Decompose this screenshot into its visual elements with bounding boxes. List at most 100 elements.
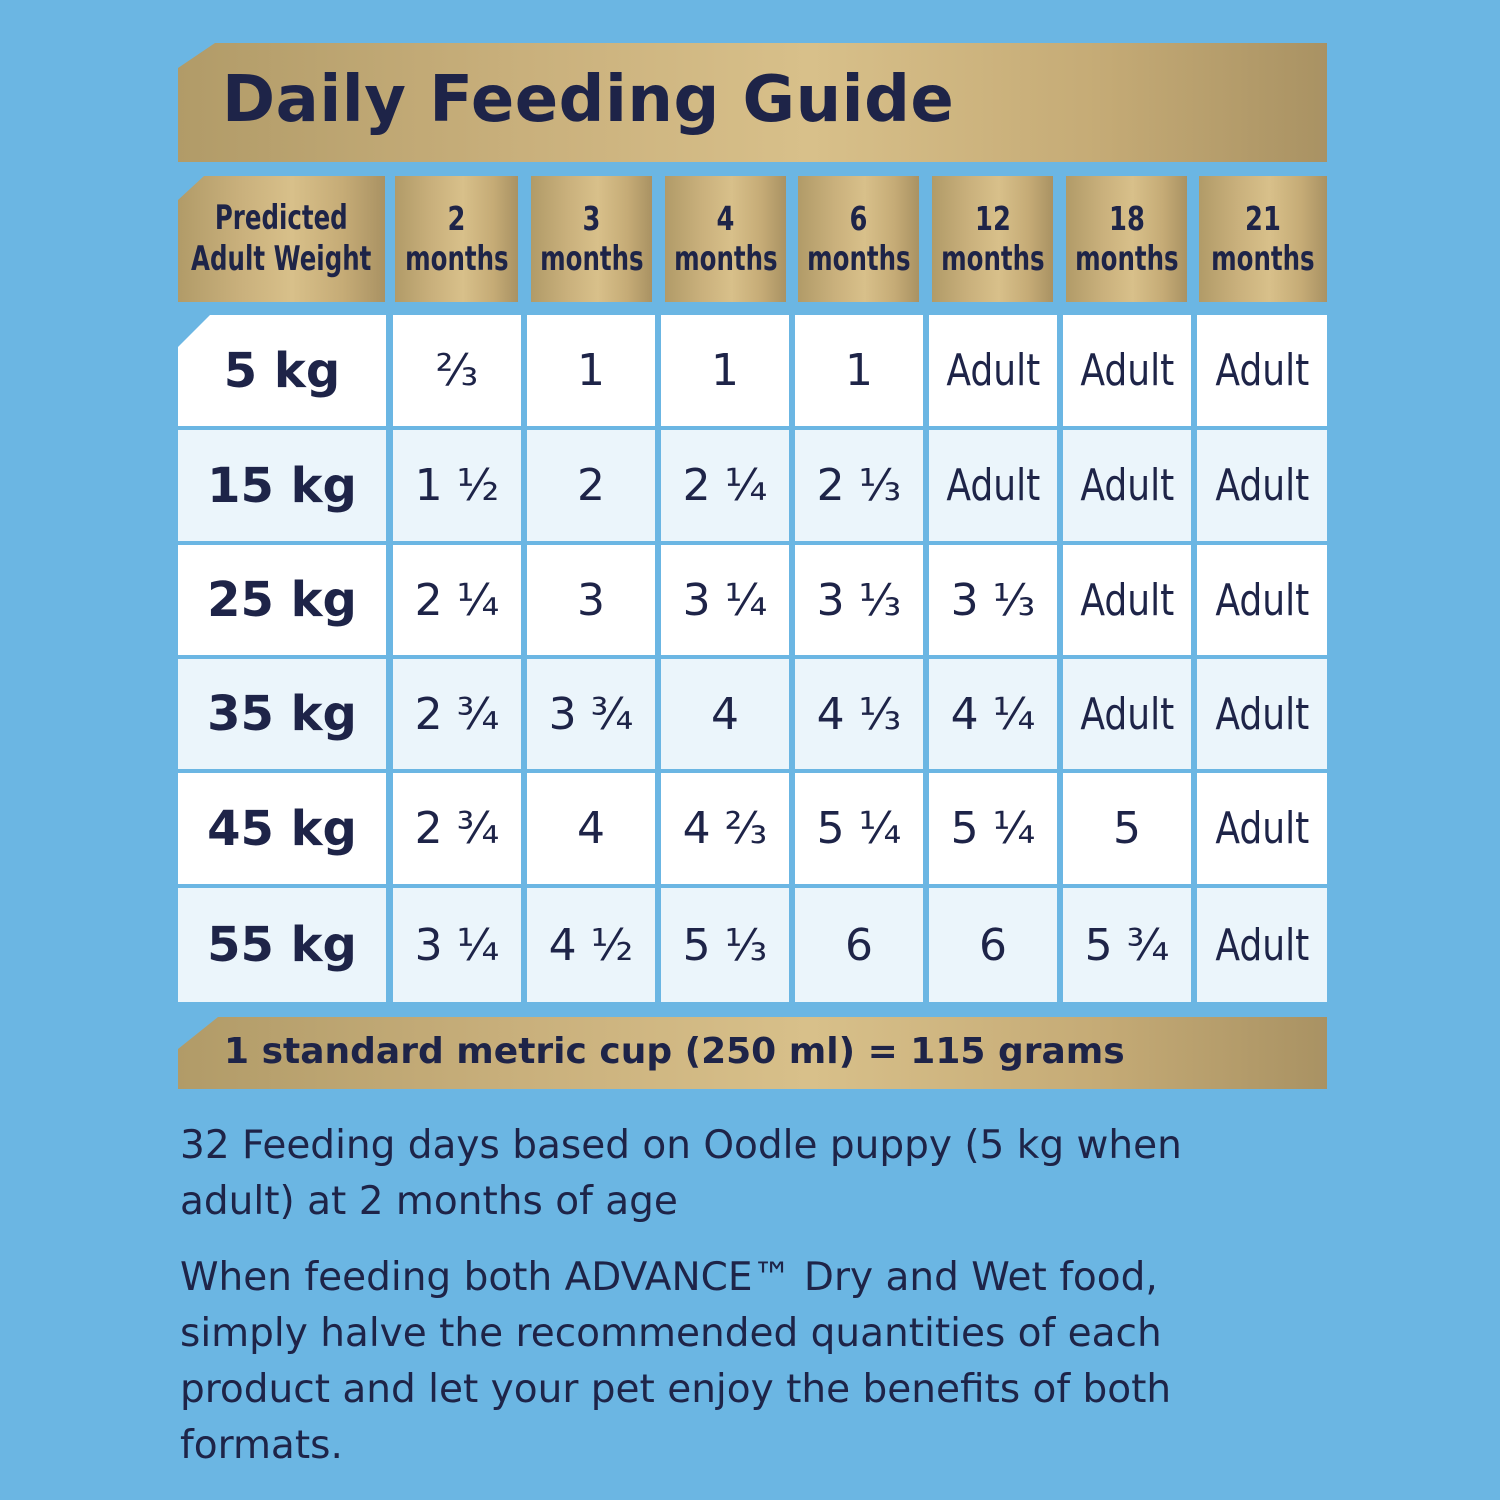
cup-quantity: 4 ¼ [950, 688, 1036, 740]
table-cell: Adult [929, 430, 1057, 541]
table-cell: Adult [929, 315, 1057, 426]
cup-quantity: 4 ½ [548, 919, 634, 971]
header-age-number: 18 [1108, 199, 1145, 238]
cup-quantity: Adult [1215, 919, 1309, 971]
cup-quantity: Adult [946, 460, 1040, 511]
cup-quantity: 2 ¼ [682, 460, 768, 511]
header-age-column: 18 months [1066, 176, 1187, 302]
cup-conversion-note: 1 standard metric cup (250 ml) = 115 gra… [224, 1031, 1125, 1072]
cup-quantity: 3 ⅓ [816, 574, 902, 626]
cup-quantity: 3 ¾ [548, 688, 634, 740]
header-weight-label-line1: Predicted [215, 198, 348, 238]
table-cell: 3 ⅓ [795, 545, 923, 655]
cup-quantity: 2 [577, 460, 605, 511]
row-weight-cell: 5 kg [178, 315, 386, 426]
cup-quantity: 5 ¼ [950, 803, 1036, 854]
cup-quantity: 5 ⅓ [682, 919, 768, 971]
feeding-days-note: 32 Feeding days based on Oodle puppy (5 … [180, 1123, 1182, 1224]
header-age-number: 6 [849, 199, 868, 238]
table-cell: ⅔ [393, 315, 521, 426]
cup-quantity: 1 ½ [414, 460, 500, 511]
header-age-column: 21 months [1199, 176, 1327, 302]
header-age-unit: months [539, 239, 644, 279]
table-cell: 4 ¼ [929, 659, 1057, 769]
cup-quantity: 2 ¾ [414, 688, 500, 740]
cup-quantity: Adult [1215, 345, 1309, 396]
header-age-number: 21 [1245, 199, 1281, 238]
cup-quantity: 3 ¼ [682, 574, 768, 626]
row-weight-cell: 15 kg [178, 430, 386, 541]
table-cell: 1 [527, 315, 655, 426]
cup-quantity: 4 [711, 688, 739, 740]
table-cell: Adult [1063, 659, 1191, 769]
header-age-unit: months [1211, 239, 1315, 279]
table-cell: 3 ⅓ [929, 545, 1057, 655]
table-cell: 3 ¼ [393, 888, 521, 1002]
table-cell: 4 [527, 773, 655, 884]
table-cell: 1 [661, 315, 789, 426]
cup-quantity: 4 ⅔ [682, 803, 768, 854]
table-cell: Adult [1197, 659, 1327, 769]
table-cell: 6 [795, 888, 923, 1002]
cup-quantity: 6 [979, 919, 1007, 971]
table-cell: 5 ¼ [929, 773, 1057, 884]
table-cell: Adult [1197, 773, 1327, 884]
header-age-column: 4 months [665, 176, 786, 302]
table-cell: 5 ¼ [795, 773, 923, 884]
cup-quantity: 2 ⅓ [816, 460, 902, 511]
table-cell: 5 [1063, 773, 1191, 884]
cup-quantity: 5 ¼ [816, 803, 902, 854]
cup-quantity: 4 [577, 803, 605, 854]
cup-quantity: Adult [1215, 460, 1309, 511]
table-cell: 5 ⅓ [661, 888, 789, 1002]
cup-conversion-banner: 1 standard metric cup (250 ml) = 115 gra… [178, 1017, 1327, 1089]
table-cell: 4 ⅓ [795, 659, 923, 769]
header-predicted-adult-weight: Predicted Adult Weight [178, 176, 385, 302]
header-age-number: 3 [582, 199, 601, 238]
header-age-number: 4 [716, 199, 735, 238]
header-age-column: 6 months [798, 176, 919, 302]
table-cell: 1 [795, 315, 923, 426]
cup-quantity: Adult [946, 345, 1040, 396]
page-title: Daily Feeding Guide [222, 63, 955, 137]
table-cell: Adult [1063, 430, 1191, 541]
header-age-number: 12 [974, 199, 1011, 238]
header-age-unit: months [404, 239, 509, 279]
header-weight-label-line2: Adult Weight [191, 239, 372, 279]
header-age-unit: months [806, 239, 911, 279]
table-cell: Adult [1197, 545, 1327, 655]
cup-quantity: Adult [1080, 688, 1174, 740]
table-cell: 2 ¼ [661, 430, 789, 541]
table-cell: Adult [1197, 430, 1327, 541]
table-cell: Adult [1197, 888, 1327, 1002]
row-weight-cell: 45 kg [178, 773, 386, 884]
table-cell: 3 [527, 545, 655, 655]
table-cell: 2 ⅓ [795, 430, 923, 541]
row-weight-cell: 55 kg [178, 888, 386, 1002]
table-cell: Adult [1063, 545, 1191, 655]
cup-quantity: Adult [1080, 574, 1174, 626]
header-age-unit: months [673, 239, 778, 279]
cup-quantity: Adult [1080, 460, 1174, 511]
header-age-number: 2 [447, 199, 466, 238]
cup-quantity: 1 [845, 345, 873, 396]
table-cell: Adult [1197, 315, 1327, 426]
title-banner: Daily Feeding Guide [178, 43, 1327, 162]
header-age-unit: months [940, 239, 1045, 279]
cup-quantity: 3 ⅓ [950, 574, 1036, 626]
table-cell: 2 ¾ [393, 659, 521, 769]
header-age-column: 2 months [395, 176, 518, 302]
cup-quantity: 3 ¼ [414, 919, 500, 971]
cup-quantity: 2 ¾ [414, 803, 500, 854]
header-age-unit: months [1074, 239, 1179, 279]
table-cell: 1 ½ [393, 430, 521, 541]
table-cell: 2 [527, 430, 655, 541]
cup-quantity: 4 ⅓ [816, 688, 902, 740]
row-weight-cell: 25 kg [178, 545, 386, 655]
table-cell: 2 ¾ [393, 773, 521, 884]
mixed-feeding-note: When feeding both ADVANCE™ Dry and Wet f… [180, 1255, 1172, 1468]
table-cell: 4 ½ [527, 888, 655, 1002]
cup-quantity: 5 [1113, 803, 1141, 854]
table-cell: 4 [661, 659, 789, 769]
cup-quantity: 3 [577, 574, 605, 626]
